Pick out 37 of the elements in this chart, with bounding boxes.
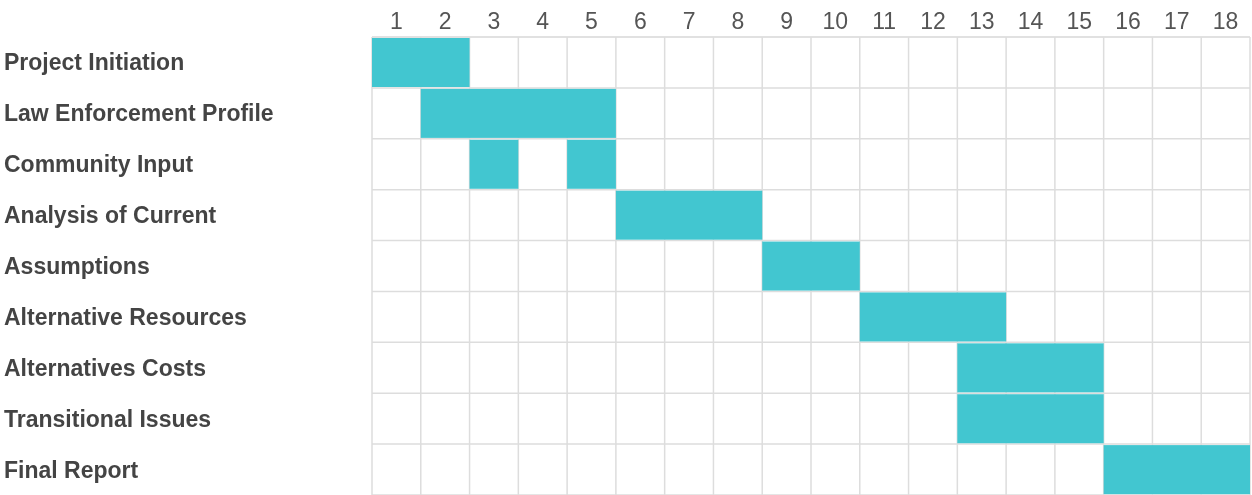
x-tick-label: 4 bbox=[536, 8, 550, 34]
x-tick-label: 10 bbox=[822, 8, 849, 34]
x-tick-label: 5 bbox=[585, 8, 598, 34]
x-tick-label: 11 bbox=[872, 8, 897, 34]
y-tick-label: Alternatives Costs bbox=[4, 354, 206, 381]
bar bbox=[859, 292, 1007, 342]
x-tick-label: 8 bbox=[731, 8, 745, 34]
bar bbox=[762, 241, 860, 291]
bar bbox=[567, 139, 616, 189]
x-tick-label: 2 bbox=[438, 8, 452, 34]
bar bbox=[1103, 445, 1250, 495]
x-tick-label: 17 bbox=[1164, 8, 1190, 34]
bar bbox=[957, 343, 1104, 393]
x-tick-label: 9 bbox=[780, 8, 794, 34]
x-tick-label: 14 bbox=[1017, 8, 1044, 34]
bar bbox=[615, 190, 763, 240]
x-tick-label: 12 bbox=[920, 8, 946, 34]
x-tick-label: 1 bbox=[389, 8, 403, 34]
y-tick-label: Transitional Issues bbox=[4, 405, 212, 432]
bar bbox=[469, 139, 519, 189]
bar bbox=[372, 38, 470, 87]
y-tick-label: Analysis of Current bbox=[4, 202, 217, 229]
y-tick-label: Law Enforcement Profile bbox=[4, 100, 274, 127]
bar bbox=[420, 88, 616, 138]
x-tick-label: 3 bbox=[487, 8, 501, 34]
x-tick-label: 18 bbox=[1212, 8, 1239, 34]
x-tick-label: 6 bbox=[633, 8, 647, 34]
y-tick-label: Assumptions bbox=[4, 253, 150, 279]
y-tick-label: Final Report bbox=[4, 456, 139, 483]
y-tick-label: Project Initiation bbox=[4, 49, 185, 76]
y-tick-label: Community Input bbox=[4, 151, 194, 178]
y-tick-label: Alternative Resources bbox=[4, 303, 247, 330]
bar bbox=[957, 394, 1104, 444]
x-tick-label: 16 bbox=[1115, 8, 1141, 34]
x-tick-label: 15 bbox=[1066, 8, 1093, 34]
x-tick-label: 7 bbox=[682, 8, 696, 34]
x-tick-label: 13 bbox=[968, 8, 995, 34]
